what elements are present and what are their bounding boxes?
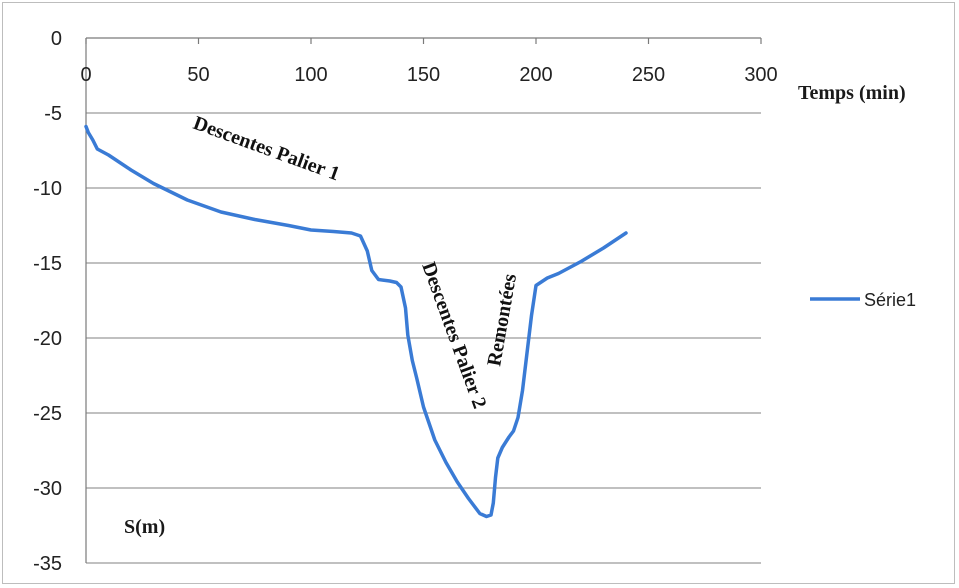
y-tick-label-3: -15 — [33, 253, 62, 275]
x-axis-title: Temps (min) — [798, 82, 906, 104]
axes: 0 -5 -10 -15 -20 -25 -30 -35 0 50 100 150 200 250 300 — [33, 28, 778, 575]
x-tick-label-3: 150 — [407, 64, 440, 86]
y-tick-label-4: -20 — [33, 328, 62, 350]
annotation-remontees: Remontées — [483, 272, 521, 368]
x-tick-label-5: 250 — [632, 64, 665, 86]
x-tick-label-0: 0 — [80, 64, 91, 86]
y-tick-label-0: 0 — [51, 28, 62, 50]
annotation-descentes-palier-2: Descentes Palier 2 — [417, 259, 490, 411]
x-tick-label-4: 200 — [519, 64, 552, 86]
x-tick-label-6: 300 — [744, 64, 777, 86]
legend-label-serie1: Série1 — [864, 290, 916, 310]
x-tick-label-2: 100 — [294, 64, 327, 86]
x-tick-label-1: 50 — [187, 64, 209, 86]
series-layer — [84, 124, 628, 519]
y-tick-label-2: -10 — [33, 178, 62, 200]
gridlines — [86, 112, 761, 564]
legend: Série1 — [810, 290, 916, 310]
y-tick-label-7: -35 — [33, 553, 62, 575]
series-line-0 — [84, 124, 628, 519]
y-tick-label-5: -25 — [33, 403, 62, 425]
y-tick-label-1: -5 — [44, 103, 62, 125]
y-axis-title: S(m) — [124, 516, 165, 538]
annotation-descentes-palier-1: Descentes Palier 1 — [190, 112, 342, 185]
y-tick-label-6: -30 — [33, 478, 62, 500]
